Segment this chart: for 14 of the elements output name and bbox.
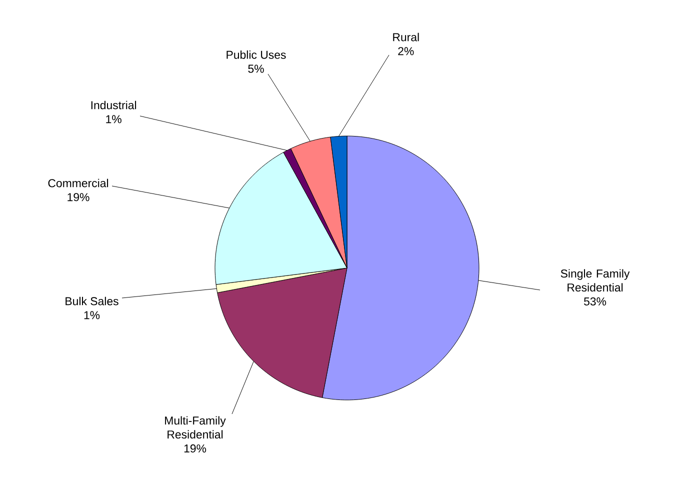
data-label: 19%: [184, 444, 206, 452]
slice-label: Commercial: [48, 178, 108, 188]
data-label: 19%: [68, 193, 90, 202]
data-label: 1%: [106, 115, 122, 124]
data-label: 2%: [398, 47, 414, 56]
slice-label: Multi-Family Residential: [165, 416, 226, 439]
slice-label: Rural: [393, 32, 419, 42]
slice-label: Industrial: [91, 100, 136, 110]
slice-label: Public Uses: [226, 50, 286, 59]
slice-label: Single Family Residential: [560, 269, 630, 292]
data-label: 1%: [84, 311, 100, 320]
data-label: 5%: [248, 64, 264, 73]
data-label: 53%: [584, 297, 606, 306]
slice-label: Bulk Sales: [66, 296, 118, 306]
